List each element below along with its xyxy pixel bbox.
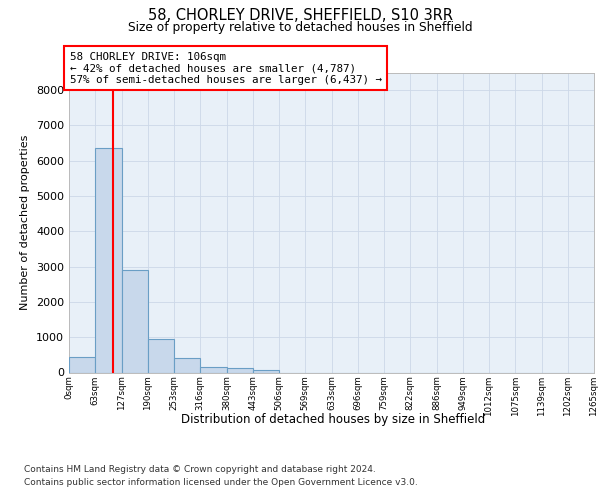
Text: Contains public sector information licensed under the Open Government Licence v3: Contains public sector information licen…: [24, 478, 418, 487]
Bar: [253, 370, 279, 372]
Bar: [148, 339, 174, 372]
Text: Size of property relative to detached houses in Sheffield: Size of property relative to detached ho…: [128, 21, 472, 34]
Bar: [95, 148, 121, 372]
Y-axis label: Number of detached properties: Number of detached properties: [20, 135, 31, 310]
Bar: [227, 368, 253, 372]
Bar: [200, 366, 227, 372]
Bar: [121, 270, 148, 372]
Text: Distribution of detached houses by size in Sheffield: Distribution of detached houses by size …: [181, 412, 485, 426]
Text: 58, CHORLEY DRIVE, SHEFFIELD, S10 3RR: 58, CHORLEY DRIVE, SHEFFIELD, S10 3RR: [148, 8, 452, 22]
Text: Contains HM Land Registry data © Crown copyright and database right 2024.: Contains HM Land Registry data © Crown c…: [24, 466, 376, 474]
Text: 58 CHORLEY DRIVE: 106sqm
← 42% of detached houses are smaller (4,787)
57% of sem: 58 CHORLEY DRIVE: 106sqm ← 42% of detach…: [70, 52, 382, 85]
Bar: [174, 358, 200, 372]
Bar: [69, 358, 95, 372]
